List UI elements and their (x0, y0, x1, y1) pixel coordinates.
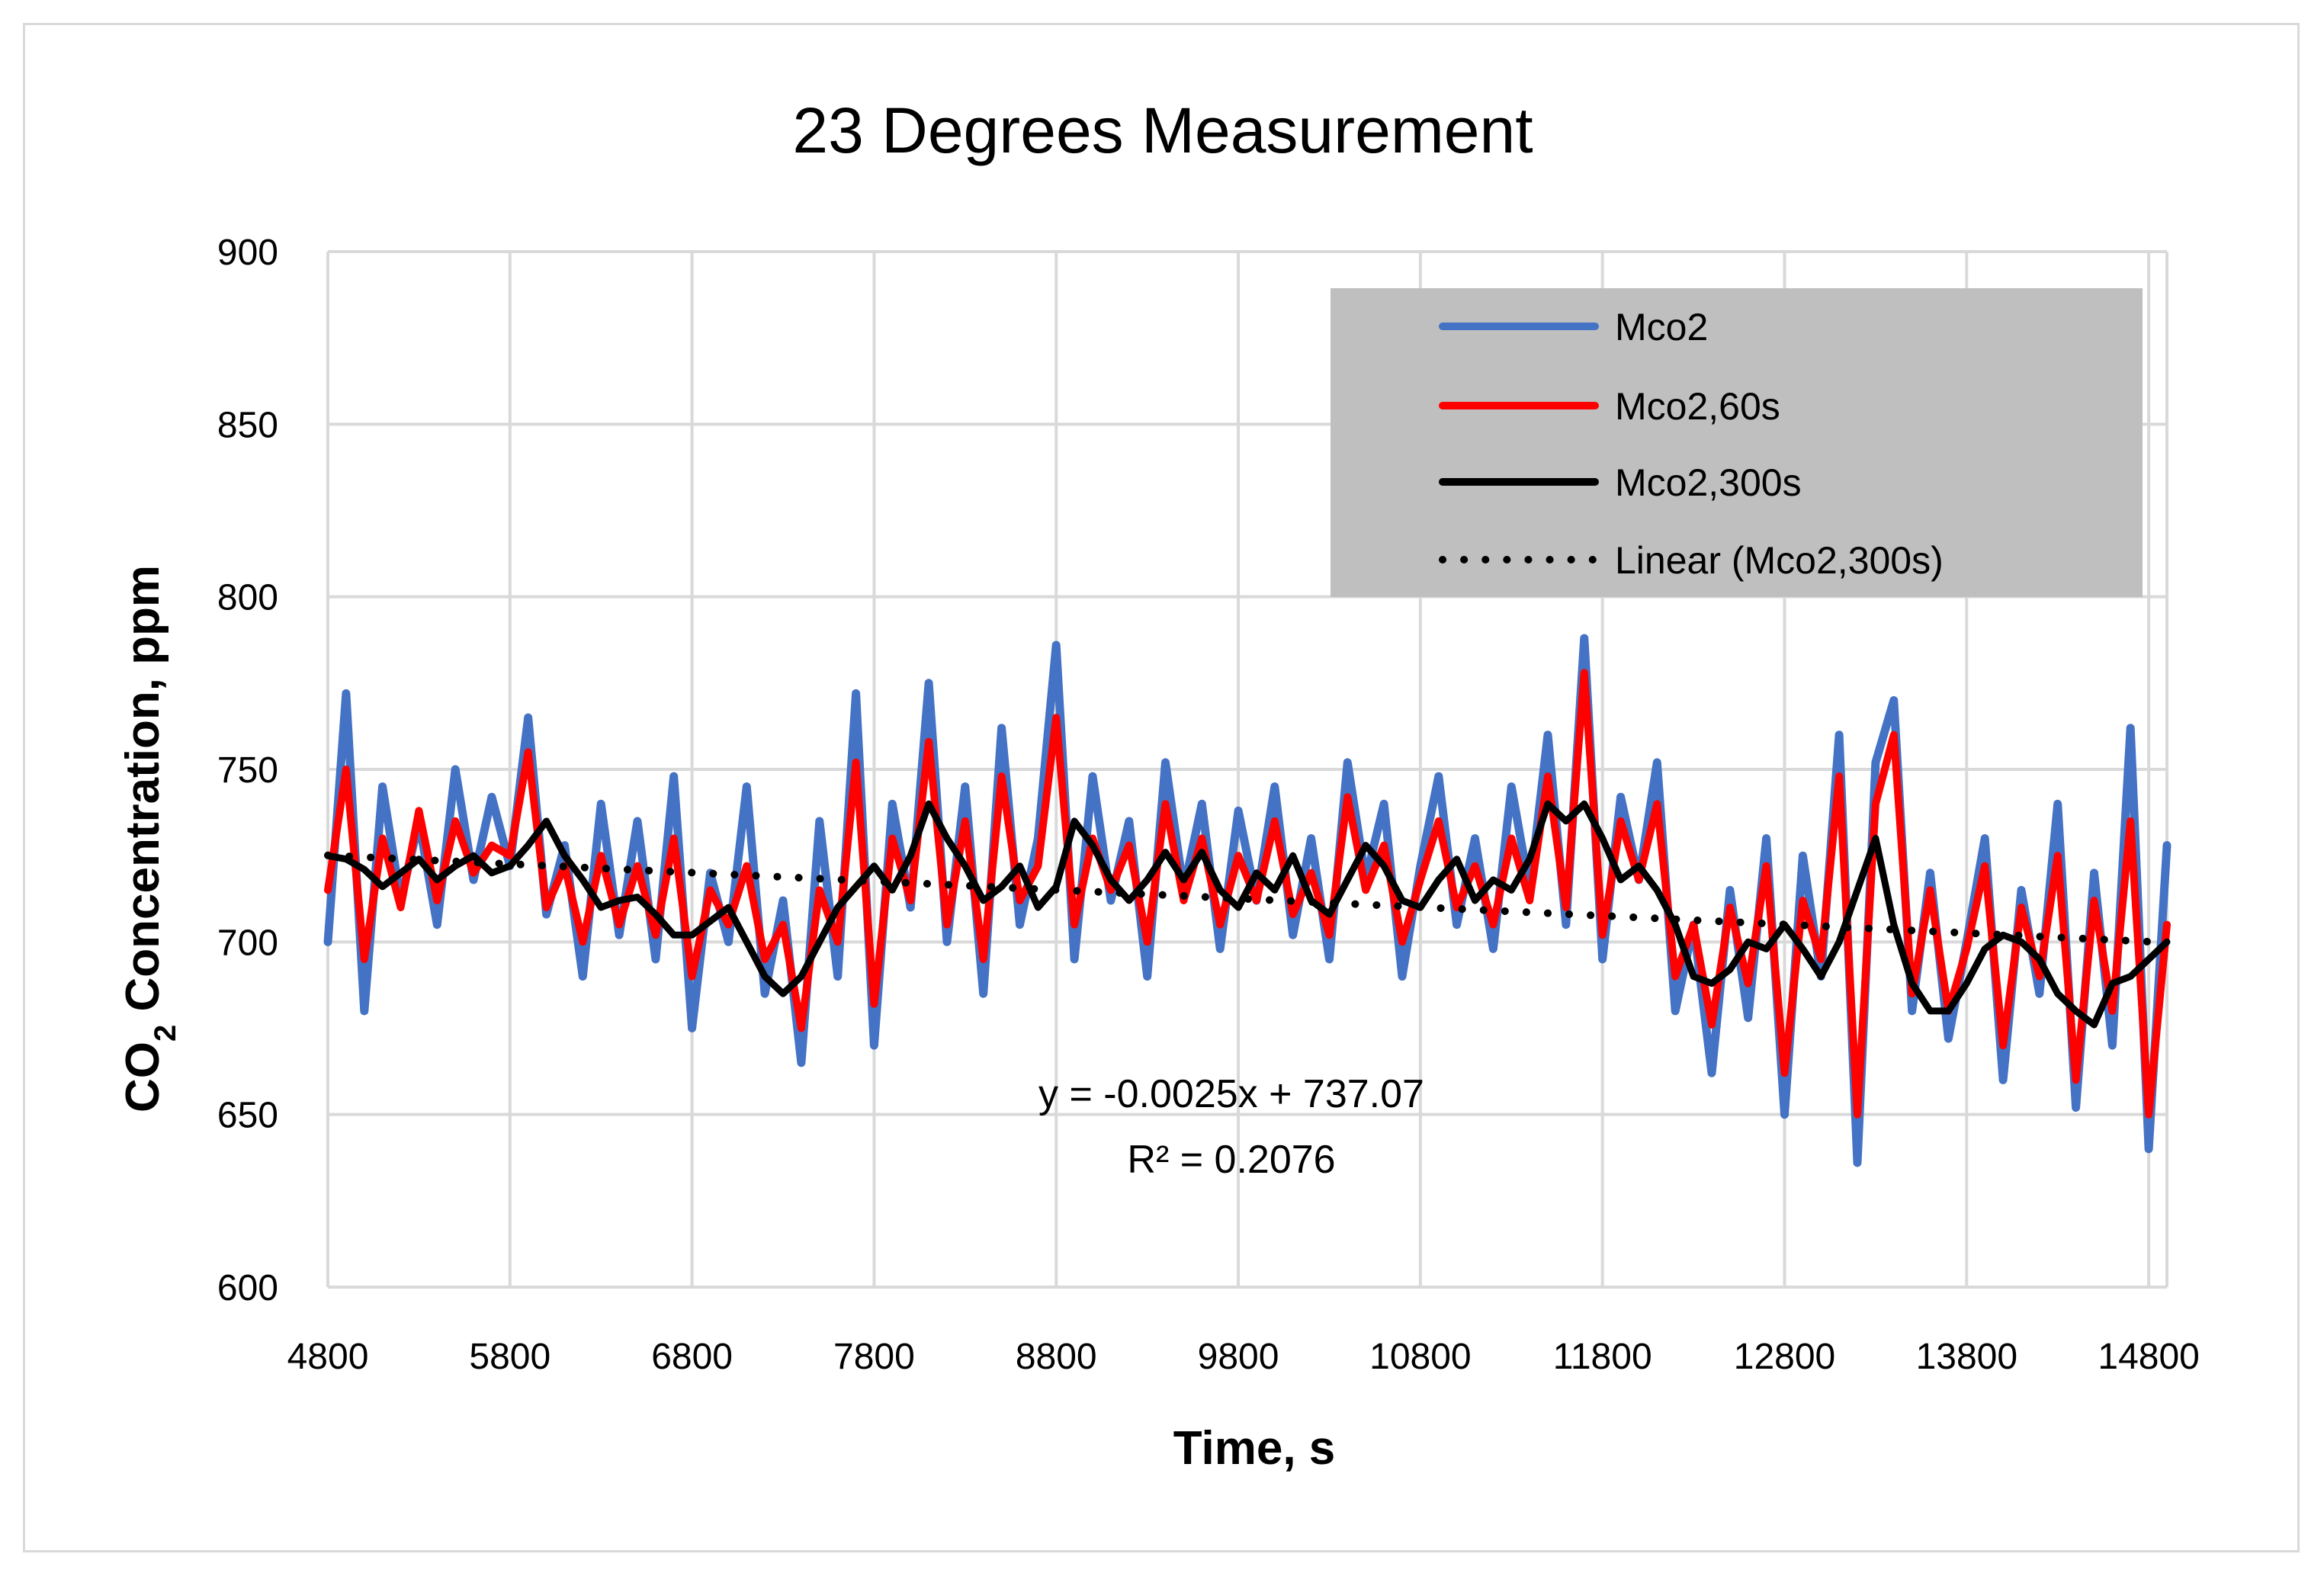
x-tick-label-11800: 11800 (1553, 1337, 1652, 1377)
y-axis-title-rest: Concentration, ppm (117, 565, 169, 1025)
y-tick-label-850: 850 (217, 405, 278, 445)
legend: Mco2 Mco2,60s Mco2,300s Linear (Mco2,300s) (1439, 306, 1944, 582)
x-tick-label-10800: 10800 (1369, 1337, 1471, 1377)
series-lines (323, 634, 2172, 1167)
x-tick-label-9800: 9800 (1198, 1337, 1279, 1377)
x-tick-label-8800: 8800 (1016, 1337, 1097, 1377)
x-tick-label-7800: 7800 (833, 1337, 915, 1377)
x-tick-label-13800: 13800 (1916, 1337, 2017, 1377)
legend-label-1: Mco2,60s (1615, 385, 1780, 428)
y-tick-label-650: 650 (217, 1096, 278, 1136)
series-line-3 (324, 851, 2171, 947)
y-tick-label-750: 750 (217, 750, 278, 791)
series-line-2 (324, 800, 2171, 1029)
x-axis-title: Time, s (1173, 1422, 1336, 1475)
y-axis-title-co: CO (117, 1042, 169, 1112)
x-tick-label-14800: 14800 (2098, 1337, 2199, 1377)
y-tick-labels: 600 650 700 750 800 850 900 (217, 233, 278, 1308)
y-tick-label-800: 800 (217, 578, 278, 618)
trendline-equation: y = -0.0025x + 737.07 (1038, 1072, 1424, 1116)
legend-label-3: Linear (Mco2,300s) (1615, 539, 1944, 582)
x-tick-label-12800: 12800 (1734, 1337, 1835, 1377)
x-tick-labels: 4800 5800 6800 7800 8800 9800 10800 11800 12800 1… (287, 1337, 2200, 1377)
series-line-1 (324, 669, 2171, 1119)
y-tick-label-900: 900 (217, 233, 278, 273)
legend-label-0: Mco2 (1615, 306, 1708, 348)
legend-box (1331, 288, 2143, 597)
trendline-r-squared: R² = 0.2076 (1127, 1138, 1335, 1182)
legend-label-2: Mco2,300s (1615, 461, 1802, 504)
chart-title: 23 Degrees Measurement (792, 95, 1533, 166)
y-axis-title-subscript: 2 (149, 1025, 182, 1042)
y-tick-label-600: 600 (217, 1268, 278, 1308)
y-axis-title: CO2 Concentration, ppm (117, 565, 182, 1112)
x-tick-label-4800: 4800 (287, 1337, 369, 1377)
x-tick-label-6800: 6800 (651, 1337, 733, 1377)
y-tick-label-700: 700 (217, 923, 278, 963)
x-tick-label-5800: 5800 (469, 1337, 551, 1377)
